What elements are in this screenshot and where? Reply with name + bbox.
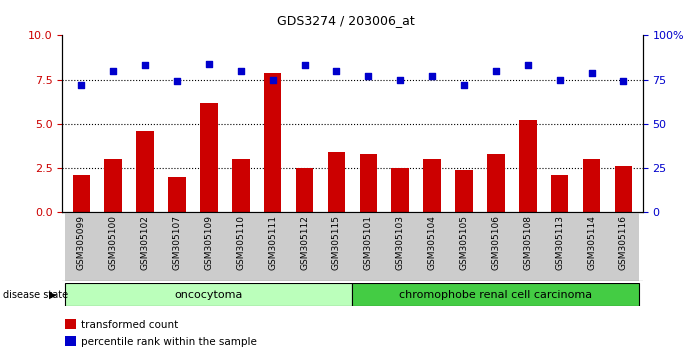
- Point: [76, 82, 87, 88]
- Bar: [424, 159, 441, 212]
- Bar: [519, 120, 537, 212]
- Point: [108, 68, 119, 74]
- Bar: [352, 213, 384, 281]
- Bar: [257, 213, 289, 281]
- Text: GSM305102: GSM305102: [140, 215, 150, 270]
- Bar: [65, 336, 75, 346]
- Bar: [615, 166, 632, 212]
- Point: [522, 63, 533, 68]
- Bar: [321, 213, 352, 281]
- Point: [267, 77, 278, 82]
- Point: [395, 77, 406, 82]
- Bar: [168, 177, 186, 212]
- Bar: [225, 213, 257, 281]
- Text: transformed count: transformed count: [81, 320, 178, 330]
- Text: GDS3274 / 203006_at: GDS3274 / 203006_at: [276, 14, 415, 27]
- Bar: [73, 175, 90, 212]
- Text: GSM305108: GSM305108: [523, 215, 532, 270]
- Text: GSM305100: GSM305100: [108, 215, 117, 270]
- Text: disease state: disease state: [3, 290, 68, 300]
- Bar: [136, 131, 154, 212]
- Text: GSM305115: GSM305115: [332, 215, 341, 270]
- Point: [203, 61, 214, 67]
- Bar: [416, 213, 448, 281]
- Text: GSM305116: GSM305116: [619, 215, 628, 270]
- Bar: [104, 159, 122, 212]
- Point: [235, 68, 246, 74]
- Bar: [289, 213, 321, 281]
- Point: [363, 73, 374, 79]
- Point: [586, 70, 597, 75]
- Text: GSM305111: GSM305111: [268, 215, 277, 270]
- Point: [459, 82, 470, 88]
- Text: GSM305110: GSM305110: [236, 215, 245, 270]
- Point: [618, 79, 629, 84]
- Bar: [512, 213, 544, 281]
- Bar: [200, 103, 218, 212]
- Bar: [232, 159, 249, 212]
- Text: GSM305112: GSM305112: [300, 215, 309, 270]
- Text: GSM305099: GSM305099: [77, 215, 86, 270]
- Bar: [129, 213, 161, 281]
- Bar: [264, 73, 281, 212]
- Bar: [583, 159, 600, 212]
- Bar: [392, 168, 409, 212]
- Bar: [448, 213, 480, 281]
- Bar: [607, 213, 639, 281]
- Point: [140, 63, 151, 68]
- Text: percentile rank within the sample: percentile rank within the sample: [81, 337, 256, 347]
- Bar: [66, 283, 352, 306]
- Text: GSM305106: GSM305106: [491, 215, 500, 270]
- Text: GSM305107: GSM305107: [173, 215, 182, 270]
- Bar: [576, 213, 607, 281]
- Text: GSM305105: GSM305105: [460, 215, 468, 270]
- Bar: [480, 213, 512, 281]
- Bar: [193, 213, 225, 281]
- Text: GSM305113: GSM305113: [555, 215, 565, 270]
- Text: GSM305103: GSM305103: [396, 215, 405, 270]
- Text: GSM305101: GSM305101: [364, 215, 373, 270]
- Bar: [551, 175, 569, 212]
- Bar: [455, 170, 473, 212]
- Point: [426, 73, 437, 79]
- Text: ▶: ▶: [49, 290, 57, 300]
- Text: GSM305114: GSM305114: [587, 215, 596, 270]
- Bar: [97, 213, 129, 281]
- Bar: [544, 213, 576, 281]
- Bar: [328, 152, 346, 212]
- Bar: [487, 154, 504, 212]
- Point: [491, 68, 502, 74]
- Text: GSM305109: GSM305109: [205, 215, 214, 270]
- Bar: [65, 319, 75, 329]
- Bar: [296, 168, 313, 212]
- Bar: [359, 154, 377, 212]
- Point: [331, 68, 342, 74]
- Point: [554, 77, 565, 82]
- Bar: [352, 283, 639, 306]
- Text: oncocytoma: oncocytoma: [175, 290, 243, 300]
- Bar: [161, 213, 193, 281]
- Bar: [384, 213, 416, 281]
- Point: [299, 63, 310, 68]
- Bar: [66, 213, 97, 281]
- Point: [171, 79, 182, 84]
- Text: chromophobe renal cell carcinoma: chromophobe renal cell carcinoma: [399, 290, 592, 300]
- Text: GSM305104: GSM305104: [428, 215, 437, 270]
